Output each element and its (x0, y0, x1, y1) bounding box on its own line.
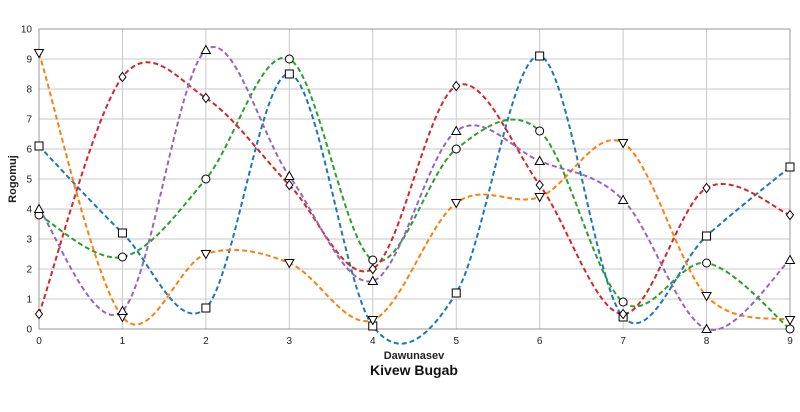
series-line-5 (38, 46, 791, 331)
x-tick-label: 9 (787, 336, 793, 347)
series-1-point (117, 228, 127, 238)
x-tick-label: 6 (537, 336, 543, 347)
series-line-3 (38, 56, 791, 330)
series-4-point (702, 182, 711, 194)
series-1-point (34, 141, 44, 151)
y-tick-label: 8 (26, 85, 32, 96)
series-3-point (117, 252, 127, 262)
series-3-point (702, 258, 712, 268)
y-tick-label: 1 (26, 295, 32, 306)
y-tick-label: 10 (21, 25, 33, 36)
series-2-point (450, 199, 462, 209)
series-4-point (201, 92, 211, 104)
series-5-point (200, 44, 212, 54)
series-3-point (618, 297, 628, 307)
series-5-point (33, 203, 45, 213)
x-tick-label: 7 (620, 336, 626, 347)
series-3-point (284, 54, 294, 64)
series-2-point (33, 49, 45, 59)
series-5-point (117, 305, 128, 315)
chart-title: Kivew Bugab (370, 362, 458, 378)
series-3-point (451, 144, 461, 154)
x-tick-label: 2 (203, 336, 209, 347)
series-line-2 (38, 52, 791, 326)
series-5-point (367, 275, 379, 285)
y-tick-label: 9 (26, 55, 32, 66)
series-5-point (617, 194, 629, 204)
series-1-point (785, 162, 795, 172)
y-tick-label: 3 (26, 235, 32, 246)
series-1-point (284, 69, 294, 79)
series-3-point (201, 174, 211, 184)
series-4-point (368, 263, 377, 275)
x-tick-label: 8 (704, 336, 710, 347)
series-2-point (701, 292, 712, 302)
series-line-1 (38, 54, 791, 345)
y-tick-label: 4 (26, 205, 32, 216)
series-4-point (535, 179, 544, 191)
series-5-point (784, 254, 796, 264)
series-2-point (534, 193, 546, 203)
series-markers (33, 44, 796, 334)
series-3-point (368, 255, 378, 265)
x-tick-label: 1 (120, 336, 126, 347)
x-tick-label: 3 (287, 336, 293, 347)
y-tick-label: 2 (26, 265, 32, 276)
series-lines (38, 46, 791, 345)
x-tick-label: 5 (453, 336, 459, 347)
y-tick-label: 0 (26, 325, 32, 336)
tick-labels: 0 1 2 3 4 5 6 7 8 9 0 1 2 3 4 5 6 7 8 9 10 (21, 25, 793, 348)
series-5-point (534, 155, 546, 165)
series-4-point (118, 71, 127, 83)
series-1-point (451, 288, 461, 298)
y-tick-label: 7 (26, 115, 32, 126)
series-3-point (785, 324, 795, 334)
series-4-point (34, 308, 44, 320)
series-5-point (701, 323, 712, 333)
y-tick-label: 6 (26, 145, 32, 156)
series-2-point (283, 259, 295, 269)
series-line-4 (38, 61, 791, 316)
series-2-point (200, 250, 212, 260)
series-1-point (535, 51, 545, 61)
x-axis-title: Dawunasev (384, 350, 445, 362)
series-2-point (367, 316, 379, 326)
series-4-point (618, 308, 628, 320)
series-4-point (785, 209, 795, 221)
series-3-point (535, 126, 545, 136)
series-2-point (617, 139, 629, 149)
plot-frame (38, 28, 791, 330)
series-2-point (784, 316, 796, 326)
y-tick-label: 5 (26, 175, 32, 186)
series-4-point (285, 179, 294, 191)
series-1-point (702, 231, 712, 241)
series-5-point (283, 170, 295, 180)
y-axis-title: Rogomuj (7, 155, 19, 203)
x-tick-label: 0 (36, 336, 42, 347)
series-4-point (452, 80, 461, 92)
series-1-point (201, 303, 211, 313)
x-tick-label: 4 (370, 336, 376, 347)
series-5-point (450, 125, 462, 135)
